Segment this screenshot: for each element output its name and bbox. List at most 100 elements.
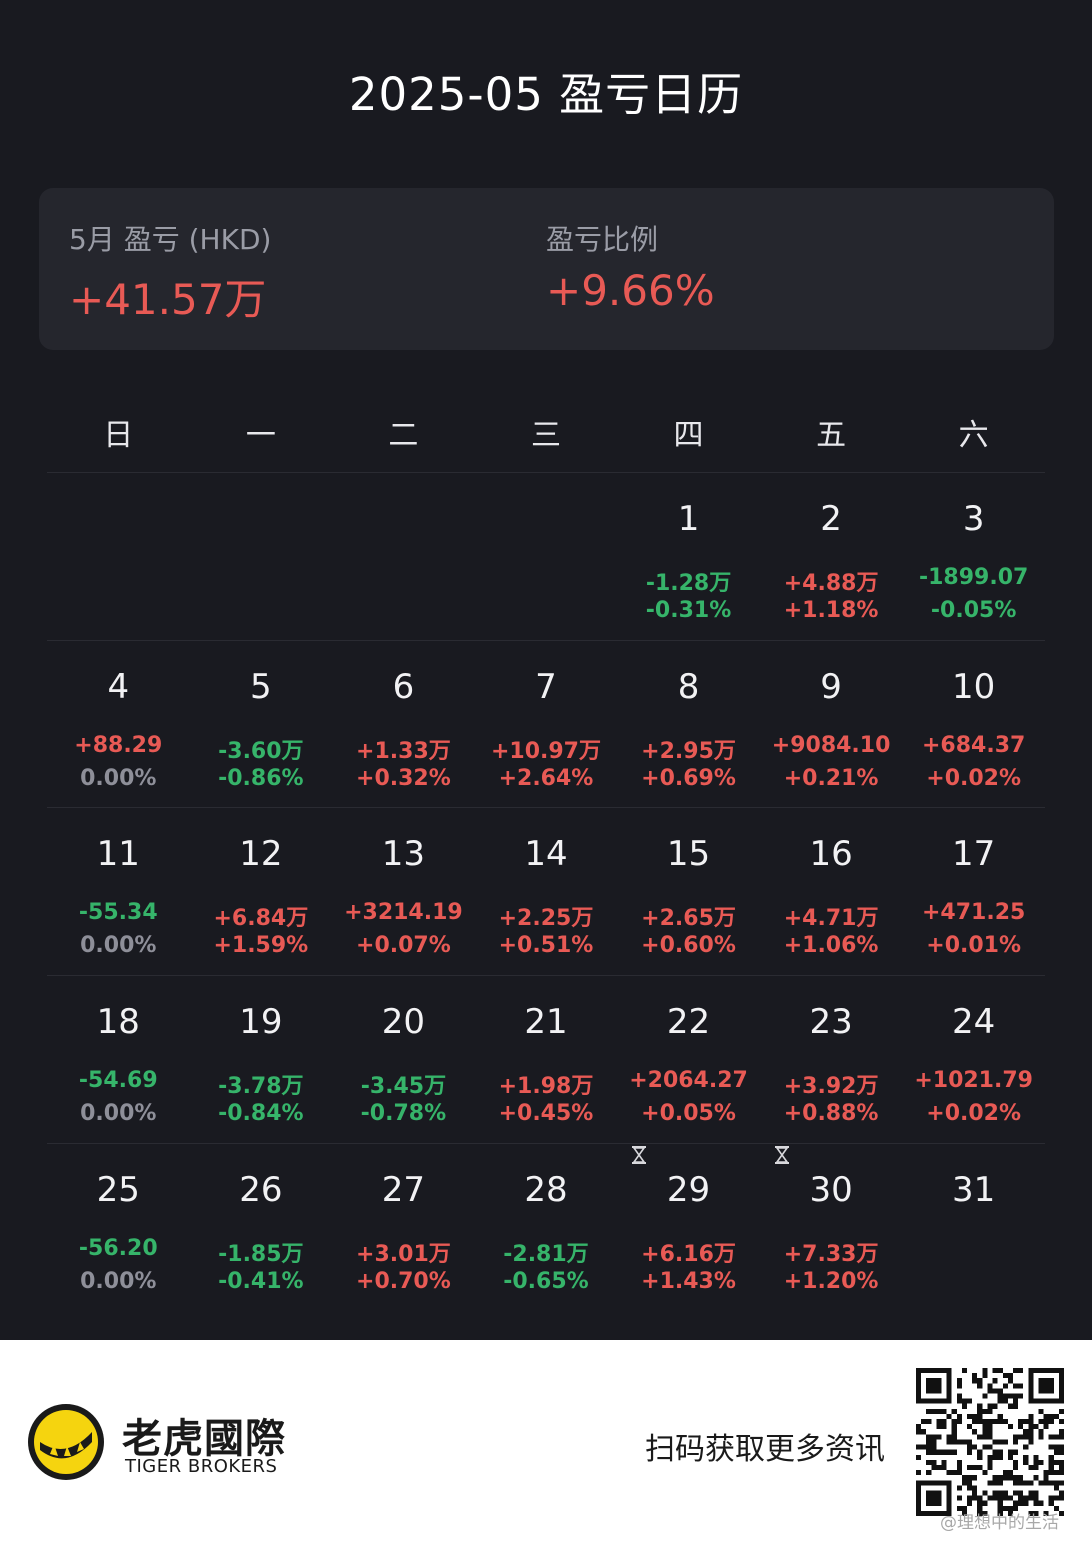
calendar-day-cell[interactable]: 29 +6.16万 +1.43% — [617, 1144, 760, 1311]
footer-banner: 老虎國際 TIGER BROKERS 扫码获取更多资讯 @理想中的生活 — [0, 1340, 1092, 1543]
calendar-day-cell[interactable]: 4 +88.29 0.00% — [47, 641, 190, 808]
calendar-day-cell[interactable]: 27 +3.01万 +0.70% — [332, 1144, 475, 1311]
calendar-empty-cell — [190, 473, 333, 640]
day-pnl-amount: +1.98万 — [498, 1074, 594, 1100]
qr-code-icon[interactable] — [916, 1368, 1064, 1516]
day-number: 27 — [381, 1169, 426, 1210]
day-number: 12 — [239, 834, 283, 875]
weekday-label: 六 — [958, 418, 989, 453]
day-number: 6 — [392, 666, 415, 707]
calendar-day-cell[interactable]: 15 +2.65万 +0.60% — [617, 808, 760, 975]
monthly-pnl-block: 5月 盈亏 (HKD) +41.57万 — [69, 218, 271, 327]
calendar-day-cell[interactable]: 6 +1.33万 +0.32% — [332, 641, 475, 808]
calendar-week-row: 25 -56.20 0.00% 26 -1.85万 -0.41% 27 +3.01万 +0.70… — [47, 1142, 1045, 1311]
day-pnl-amount: +10.97万 — [490, 738, 601, 764]
weekday-label: 日 — [103, 418, 134, 453]
day-number: 3 — [962, 499, 985, 539]
day-number: 24 — [952, 1002, 996, 1043]
day-pnl-percent: -0.65% — [503, 1268, 589, 1294]
monthly-pnl-value: +41.57万 — [69, 275, 267, 324]
day-pnl-percent: 0.00% — [80, 933, 157, 959]
day-pnl-amount: +88.29 — [74, 732, 163, 758]
day-number: 9 — [820, 666, 842, 707]
day-pnl-percent: -0.41% — [218, 1268, 304, 1294]
day-number: 14 — [524, 834, 568, 875]
day-pnl-amount: -3.45万 — [360, 1074, 447, 1100]
day-number: 4 — [107, 666, 130, 707]
pnl-calendar-grid: 1 -1.28万 -0.31% 2 +4.88万 +1.18% 3 -1899.07 -0.05… — [47, 472, 1045, 1310]
day-pnl-percent: +0.07% — [356, 933, 451, 959]
day-pnl-percent: +0.69% — [641, 765, 736, 791]
calendar-day-cell[interactable]: 21 +1.98万 +0.45% — [475, 976, 618, 1143]
calendar-day-cell[interactable]: 11 -55.34 0.00% — [47, 808, 190, 975]
calendar-day-cell[interactable]: 26 -1.85万 -0.41% — [190, 1144, 333, 1311]
day-number: 23 — [809, 1002, 853, 1043]
day-number: 17 — [952, 834, 996, 875]
day-pnl-amount: -55.34 — [78, 900, 158, 926]
monthly-pnl-label: 5月 盈亏 (HKD) — [69, 223, 272, 256]
calendar-day-cell[interactable]: 2 +4.88万 +1.18% — [760, 473, 903, 640]
day-pnl-amount: +1.33万 — [356, 738, 451, 764]
day-pnl-amount: -1899.07 — [918, 565, 1029, 590]
day-pnl-amount: +2.25万 — [498, 906, 594, 932]
calendar-day-cell[interactable]: 31 — [902, 1144, 1045, 1311]
weekday-label: 三 — [530, 418, 561, 453]
day-pnl-amount: +1021.79 — [914, 1068, 1033, 1094]
calendar-day-cell[interactable]: 14 +2.25万 +0.51% — [475, 808, 618, 975]
calendar-day-cell[interactable]: 13 +3214.19 +0.07% — [332, 808, 475, 975]
calendar-empty-cell — [47, 473, 190, 640]
day-pnl-amount: +3214.19 — [344, 900, 463, 926]
day-pnl-percent: +0.02% — [926, 765, 1022, 791]
calendar-day-cell[interactable]: 18 -54.69 0.00% — [47, 976, 190, 1143]
scan-prompt-text: 扫码获取更多资讯 — [645, 1432, 885, 1467]
calendar-day-cell[interactable]: 20 -3.45万 -0.78% — [332, 976, 475, 1143]
calendar-day-cell[interactable]: 19 -3.78万 -0.84% — [190, 976, 333, 1143]
calendar-day-cell[interactable]: 5 -3.60万 -0.86% — [190, 641, 333, 808]
hourglass-icon — [632, 1145, 647, 1164]
day-pnl-amount: +4.88万 — [783, 571, 879, 596]
calendar-day-cell[interactable]: 25 -56.20 0.00% — [47, 1144, 190, 1311]
day-pnl-amount: -3.60万 — [218, 738, 304, 764]
day-pnl-percent: +1.59% — [213, 933, 309, 959]
pnl-ratio-block: 盈亏比例 +9.66% — [546, 218, 715, 315]
calendar-day-cell[interactable]: 22 +2064.27 +0.05% — [617, 976, 760, 1143]
calendar-week-row: 1 -1.28万 -0.31% 2 +4.88万 +1.18% 3 -1899.07 -0.05… — [47, 472, 1045, 640]
day-pnl-amount: +3.92万 — [783, 1074, 879, 1100]
calendar-day-cell[interactable]: 8 +2.95万 +0.69% — [617, 641, 760, 808]
calendar-day-cell[interactable]: 3 -1899.07 -0.05% — [902, 473, 1045, 640]
calendar-day-cell[interactable]: 28 -2.81万 -0.65% — [475, 1144, 618, 1311]
day-pnl-amount: +3.01万 — [356, 1241, 451, 1267]
calendar-week-row: 18 -54.69 0.00% 19 -3.78万 -0.84% 20 -3.45万 -0.78… — [47, 975, 1045, 1143]
day-pnl-amount: +2.95万 — [641, 738, 736, 764]
day-number: 26 — [239, 1169, 283, 1210]
day-pnl-percent: +0.01% — [926, 933, 1022, 959]
calendar-day-cell[interactable]: 16 +4.71万 +1.06% — [760, 808, 903, 975]
calendar-day-cell[interactable]: 12 +6.84万 +1.59% — [190, 808, 333, 975]
day-pnl-percent: +0.32% — [356, 765, 451, 791]
day-number: 22 — [666, 1002, 711, 1043]
brand-name-cn: 老虎國際 — [122, 1416, 286, 1462]
day-pnl-amount: +684.37 — [921, 732, 1026, 758]
calendar-day-cell[interactable]: 23 +3.92万 +0.88% — [760, 976, 903, 1143]
day-number: 19 — [239, 1002, 283, 1043]
day-pnl-percent: -0.84% — [218, 1101, 304, 1127]
day-pnl-percent: -0.78% — [360, 1101, 447, 1127]
day-number: 15 — [666, 834, 711, 875]
calendar-day-cell[interactable]: 17 +471.25 +0.01% — [902, 808, 1045, 975]
calendar-day-cell[interactable]: 7 +10.97万 +2.64% — [475, 641, 618, 808]
day-number: 30 — [809, 1169, 853, 1210]
calendar-day-cell[interactable]: 30 +7.33万 +1.20% — [760, 1144, 903, 1311]
day-pnl-percent: +0.88% — [783, 1101, 879, 1127]
page-title: 2025-05 盈亏日历 — [348, 68, 744, 121]
day-pnl-amount: +9084.10 — [771, 732, 891, 758]
day-number: 25 — [96, 1169, 140, 1210]
calendar-day-cell[interactable]: 24 +1021.79 +0.02% — [902, 976, 1045, 1143]
calendar-day-cell[interactable]: 10 +684.37 +0.02% — [902, 641, 1045, 808]
weekday-label: 一 — [245, 418, 276, 453]
day-number: 13 — [381, 834, 426, 875]
calendar-week-row: 4 +88.29 0.00% 5 -3.60万 -0.86% 6 +1.33万 +0.32% 7 +… — [47, 639, 1045, 808]
day-pnl-amount: +2.65万 — [641, 906, 736, 932]
day-number: 21 — [524, 1002, 568, 1043]
calendar-day-cell[interactable]: 1 -1.28万 -0.31% — [617, 473, 760, 640]
calendar-day-cell[interactable]: 9 +9084.10 +0.21% — [760, 641, 903, 808]
